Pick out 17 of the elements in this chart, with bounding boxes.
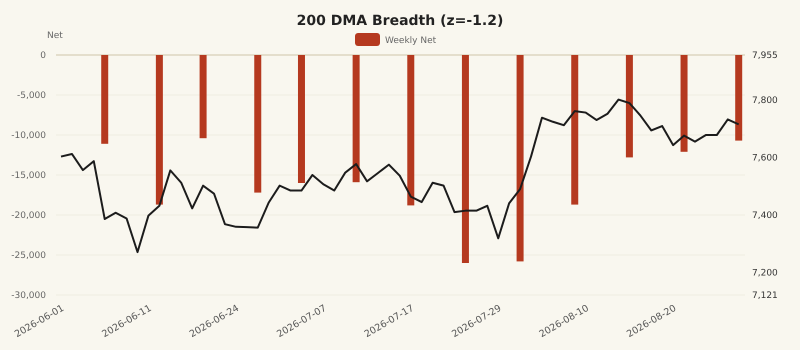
line-series <box>60 98 740 254</box>
y2-tick-label: 7,800 <box>752 96 778 106</box>
y-tick-label: -15,000 <box>11 171 46 182</box>
y2-tick-label: 7,400 <box>752 210 778 221</box>
y-axis-title: Net <box>47 31 64 41</box>
y2-tick-label: 7,200 <box>752 268 778 278</box>
y-tick-label: -10,000 <box>11 131 46 142</box>
y2-tick-label: 7,121 <box>752 291 778 302</box>
y-tick-label: -20,000 <box>11 211 46 222</box>
chart-title: 200 DMA Breadth (z=-1.2) <box>296 13 504 29</box>
y-tick-label: -25,000 <box>11 251 46 262</box>
y2-tick-label: 7,600 <box>752 153 778 164</box>
y2-tick-label: 7,955 <box>752 51 778 62</box>
y-tick-label: -5,000 <box>16 91 46 102</box>
legend-label: Weekly Net <box>385 36 437 46</box>
y-tick-label: 0 <box>40 51 46 62</box>
y-tick-label: -30,000 <box>11 291 46 302</box>
